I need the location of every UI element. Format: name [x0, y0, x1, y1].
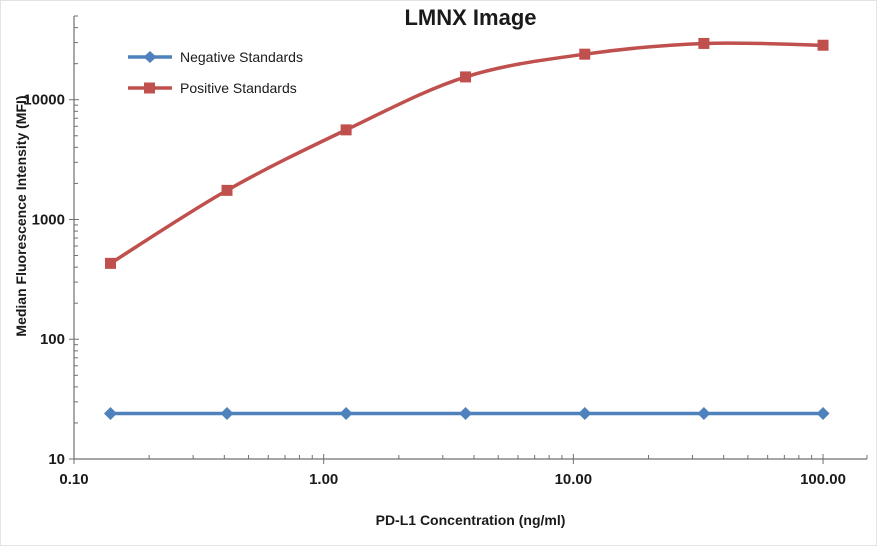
data-point-square [460, 71, 472, 83]
legend-item-negative-standards: Negative Standards [127, 46, 303, 68]
data-point-square [698, 37, 710, 49]
data-point-diamond [578, 406, 592, 420]
data-point-square [221, 184, 233, 196]
x-tick-label: 100.00 [800, 471, 846, 488]
data-point-diamond [103, 406, 117, 420]
y-tick-label: 100 [40, 331, 65, 348]
data-point-diamond [816, 406, 830, 420]
data-point-diamond [459, 406, 473, 420]
legend-label-positive-standards: Positive Standards [180, 80, 297, 96]
x-tick-label: 10.00 [555, 471, 593, 488]
legend-label-negative-standards: Negative Standards [180, 49, 303, 65]
y-tick-label: 10 [48, 451, 65, 468]
chart-title: LMNX Image [404, 5, 537, 30]
x-tick-label: 0.10 [59, 471, 88, 488]
data-point-square [579, 48, 591, 60]
diamond-marker-icon [128, 51, 172, 63]
data-point-square [817, 39, 829, 51]
data-point-square [340, 124, 352, 136]
x-axis-title: PD-L1 Concentration (ng/ml) [375, 512, 566, 528]
y-tick-label: 10000 [23, 92, 65, 109]
legend: Negative Standards Positive Standards [127, 46, 303, 99]
x-tick-label: 1.00 [309, 471, 338, 488]
data-point-square [104, 257, 116, 269]
data-point-diamond [697, 406, 711, 420]
legend-item-positive-standards: Positive Standards [127, 77, 303, 99]
data-point-diamond [339, 406, 353, 420]
y-tick-label: 1000 [32, 211, 65, 228]
square-marker-icon [128, 82, 172, 94]
data-point-diamond [220, 406, 234, 420]
